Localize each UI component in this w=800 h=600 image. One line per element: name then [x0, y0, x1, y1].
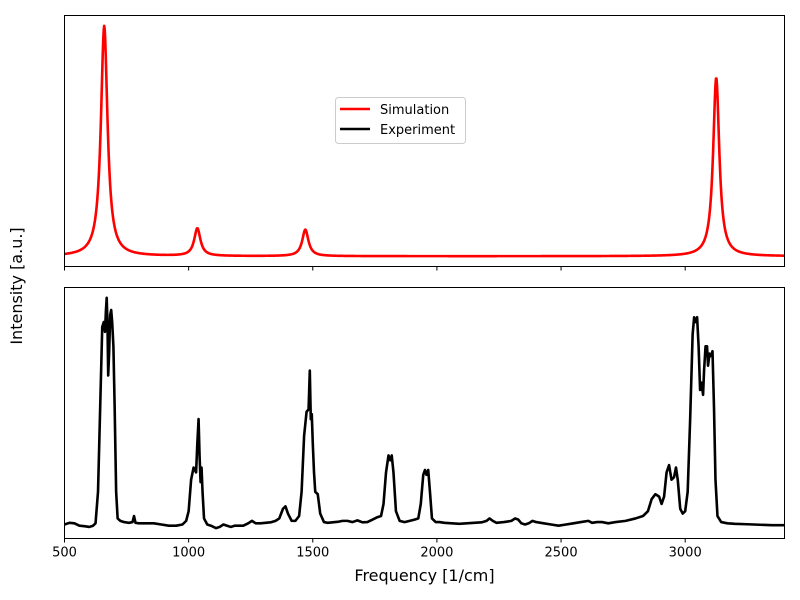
x-tick-label: 3000 — [669, 546, 702, 561]
x-tick-label: 1000 — [172, 546, 205, 561]
simulation-series-line — [63, 24, 786, 258]
x-tick-label: 1500 — [296, 546, 329, 561]
top-x-ticks — [64, 266, 686, 271]
bottom-x-ticks: 500 1000 1500 2000 2500 3000 — [52, 538, 702, 561]
x-tick-label: 2000 — [420, 546, 453, 561]
simulation-panel: Simulation Experiment — [63, 15, 786, 271]
legend-simulation-label: Simulation — [380, 103, 449, 118]
experiment-plot-area — [64, 287, 785, 539]
experiment-panel-frame — [64, 287, 785, 539]
legend-experiment-label: Experiment — [380, 123, 455, 138]
experiment-series-line — [64, 296, 785, 530]
experiment-panel: 500 1000 1500 2000 2500 3000 Frequency [1/cm] — [52, 287, 785, 585]
x-tick-label: 500 — [52, 546, 77, 561]
x-axis-label: Frequency [1/cm] — [354, 566, 494, 585]
shared-y-axis-label: Intensity [a.u.] — [7, 227, 26, 344]
legend: Simulation Experiment — [335, 97, 466, 144]
simulation-panel-frame — [64, 15, 785, 267]
x-tick-label: 2500 — [545, 546, 578, 561]
